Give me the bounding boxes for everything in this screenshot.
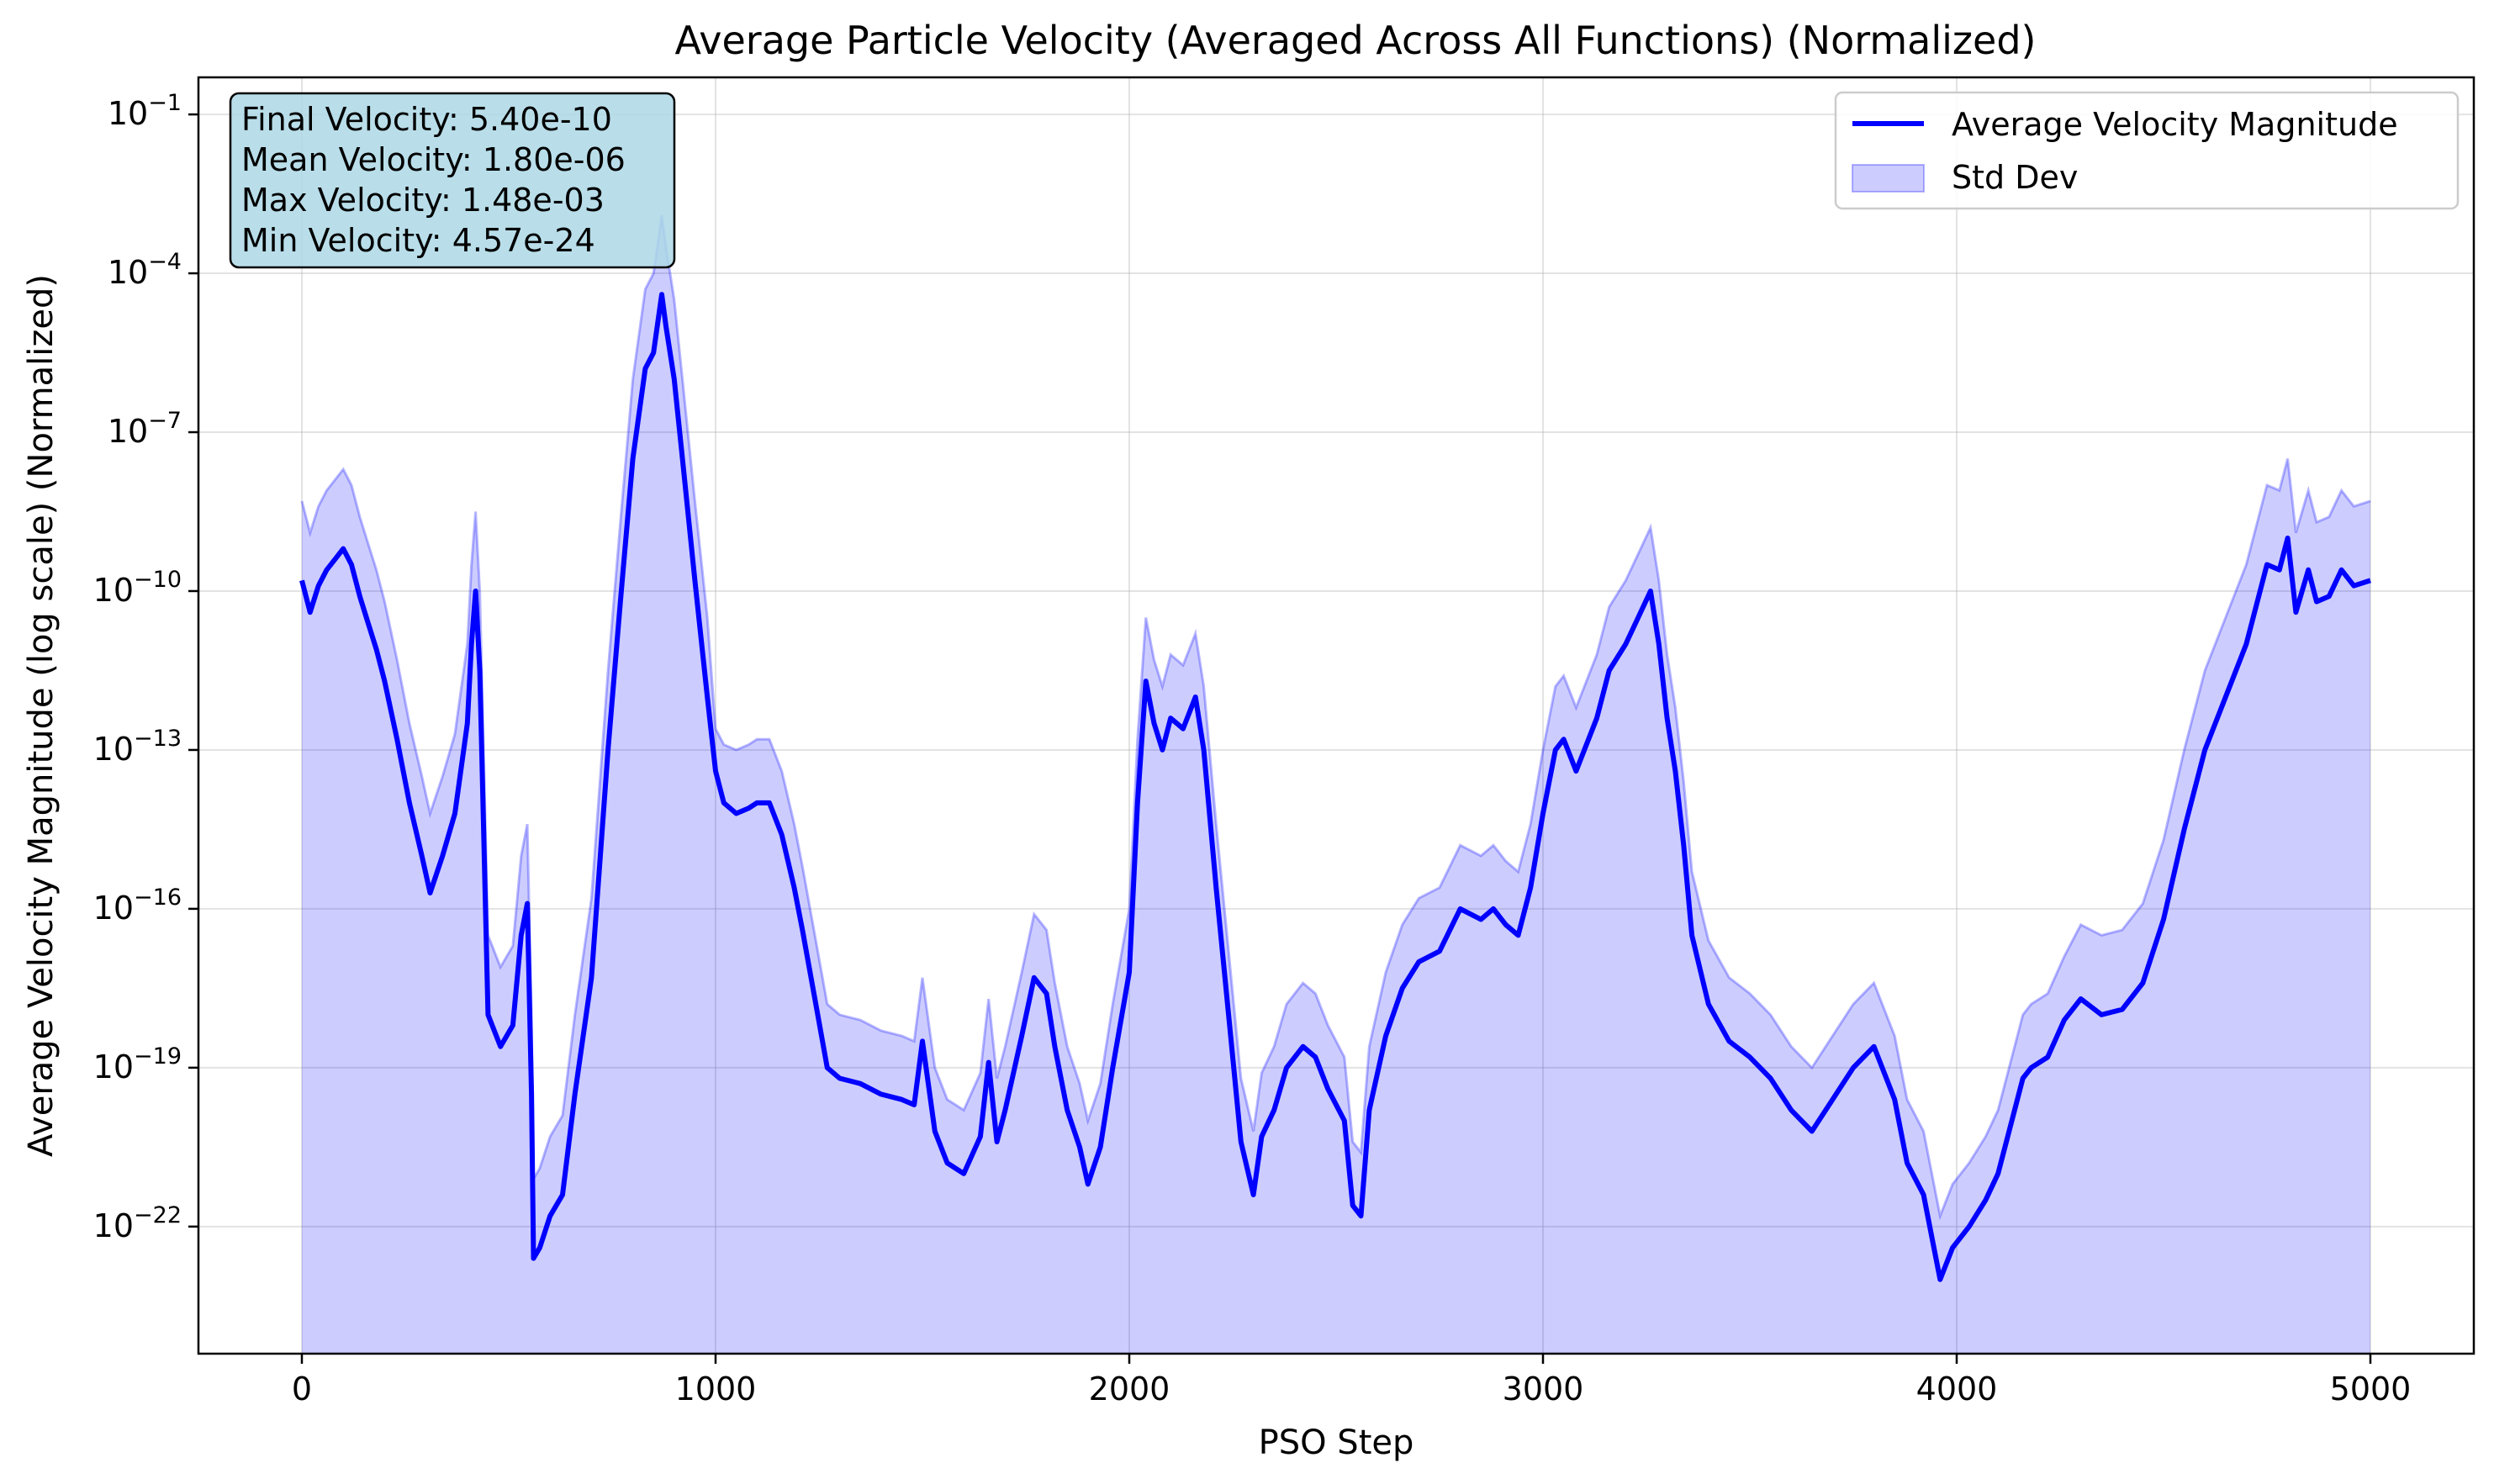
y-tick-label: 10−1 <box>108 90 182 132</box>
x-tick-label: 1000 <box>675 1370 757 1407</box>
x-tick-label: 2000 <box>1089 1370 1170 1407</box>
plot-frame <box>197 76 2476 1355</box>
x-axis-label: PSO Step <box>1259 1423 1414 1462</box>
y-tick-label: 10−19 <box>93 1043 182 1085</box>
y-tick-label: 10−4 <box>108 249 182 291</box>
grid-layer <box>198 77 2474 1354</box>
y-tick-label: 10−22 <box>93 1202 182 1244</box>
legend-frame <box>1834 91 2460 210</box>
stats-box: Final Velocity: 5.40e-10 Mean Velocity: … <box>229 92 676 269</box>
x-axis: 0 1000 2000 3000 4000 5000 <box>292 1354 2411 1407</box>
stats-box-background <box>229 92 676 269</box>
average-velocity-line <box>299 292 2371 1282</box>
std-dev-upper-edge <box>300 214 2371 1221</box>
x-tick-label: 0 <box>292 1370 312 1407</box>
legend-band-swatch <box>1852 164 1925 193</box>
legend-std-dev: Std Dev <box>1952 159 2078 196</box>
y-axis-label: Average Velocity Magnitude (log scale) (… <box>22 274 61 1157</box>
y-axis: 10−1 10−4 10−7 10−10 10−13 10−16 10−19 10−22 <box>93 90 198 1244</box>
y-tick-label: 10−10 <box>93 567 182 609</box>
y-tick-label: 10−16 <box>93 885 182 927</box>
legend: Average Velocity Magnitude Std Dev <box>1834 91 2460 210</box>
x-tick-label: 3000 <box>1503 1370 1584 1407</box>
stats-final-velocity: Final Velocity: 5.40e-10 <box>241 101 612 138</box>
chart-title: Average Particle Velocity (Averaged Acro… <box>675 18 2037 63</box>
y-tick-label: 10−7 <box>108 408 182 450</box>
stats-min-velocity: Min Velocity: 4.57e-24 <box>241 222 595 259</box>
stats-max-velocity: Max Velocity: 1.48e-03 <box>241 182 605 219</box>
stats-mean-velocity: Mean Velocity: 1.80e-06 <box>241 141 626 178</box>
legend-average-velocity: Average Velocity Magnitude <box>1952 106 2398 143</box>
x-tick-label: 4000 <box>1916 1370 1998 1407</box>
x-tick-label: 5000 <box>2330 1370 2412 1407</box>
y-tick-label: 10−13 <box>93 726 182 768</box>
